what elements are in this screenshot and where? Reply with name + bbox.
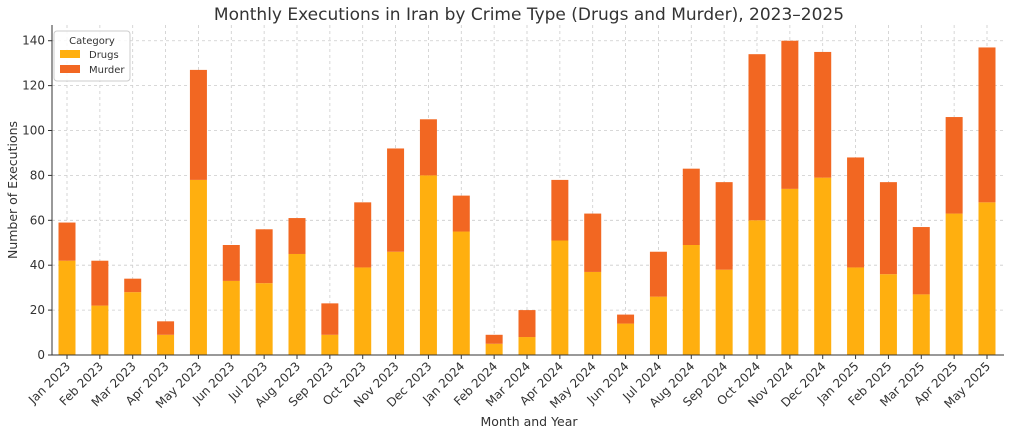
bar-drugs	[617, 323, 635, 355]
bar-drugs	[354, 267, 372, 355]
bar-drugs	[715, 269, 733, 355]
bar-drugs	[649, 296, 667, 355]
legend-swatch-drugs	[60, 50, 80, 58]
bar-murder	[682, 168, 700, 245]
bar-drugs	[879, 274, 897, 355]
bar-drugs	[781, 188, 799, 355]
y-tick-label: 120	[22, 79, 45, 93]
y-tick-label: 140	[22, 34, 45, 48]
bar-murder	[387, 148, 405, 252]
bar-drugs	[485, 343, 503, 355]
bar-murder	[715, 182, 733, 270]
bar-murder	[649, 251, 667, 297]
bar-drugs	[978, 202, 996, 355]
bar-murder	[617, 314, 635, 324]
bar-murder	[945, 117, 963, 214]
bar-murder	[157, 321, 175, 335]
bar-murder	[58, 222, 76, 261]
bar-drugs	[58, 260, 76, 355]
bar-drugs	[551, 240, 569, 355]
bar-drugs	[91, 305, 109, 355]
bar-murder	[189, 69, 207, 180]
y-tick-label: 60	[30, 213, 45, 227]
bar-drugs	[255, 283, 273, 355]
bar-drugs	[321, 334, 339, 355]
bar-murder	[485, 334, 503, 344]
bar-murder	[452, 195, 470, 232]
bar-murder	[584, 213, 602, 272]
bar-drugs	[288, 253, 306, 355]
chart-title: Monthly Executions in Iran by Crime Type…	[214, 5, 844, 25]
bar-drugs	[518, 337, 536, 355]
bar-drugs	[124, 292, 142, 355]
bar-murder	[518, 310, 536, 338]
bar-murder	[847, 157, 865, 268]
bar-murder	[255, 229, 273, 284]
legend-label-drugs: Drugs	[89, 50, 119, 61]
bar-murder	[321, 303, 339, 335]
bar-murder	[288, 218, 306, 254]
bar-murder	[879, 182, 897, 275]
bar-murder	[912, 227, 930, 295]
y-tick-label: 100	[22, 124, 45, 138]
y-axis-label: Number of Executions	[5, 121, 20, 259]
bar-murder	[978, 47, 996, 203]
bar-drugs	[814, 177, 832, 355]
bar-drugs	[419, 175, 437, 355]
bar-drugs	[682, 245, 700, 355]
bar-murder	[748, 54, 766, 221]
legend-title: Category	[69, 36, 115, 47]
bar-drugs	[847, 267, 865, 355]
bar-murder	[551, 179, 569, 241]
bar-murder	[419, 119, 437, 176]
bar-drugs	[189, 179, 207, 355]
legend-swatch-murder	[60, 65, 80, 73]
x-axis-label: Month and Year	[480, 414, 578, 429]
bar-drugs	[748, 220, 766, 355]
bar-drugs	[945, 213, 963, 355]
bar-drugs	[157, 334, 175, 355]
bar-drugs	[387, 251, 405, 355]
bar-murder	[814, 51, 832, 178]
bar-murder	[222, 245, 240, 281]
legend: Category Drugs Murder	[53, 30, 131, 82]
bar-drugs	[222, 280, 240, 355]
bar-murder	[91, 260, 109, 306]
bar-murder	[781, 40, 799, 189]
legend-label-murder: Murder	[89, 65, 125, 76]
y-tick-label: 20	[30, 303, 45, 317]
bar-drugs	[584, 271, 602, 355]
bar-drugs	[912, 294, 930, 355]
y-tick-label: 0	[37, 348, 45, 362]
y-tick-label: 40	[30, 258, 45, 272]
bar-murder	[354, 202, 372, 268]
bar-murder	[124, 278, 142, 293]
bar-drugs	[452, 231, 470, 355]
y-tick-label: 80	[30, 168, 45, 182]
